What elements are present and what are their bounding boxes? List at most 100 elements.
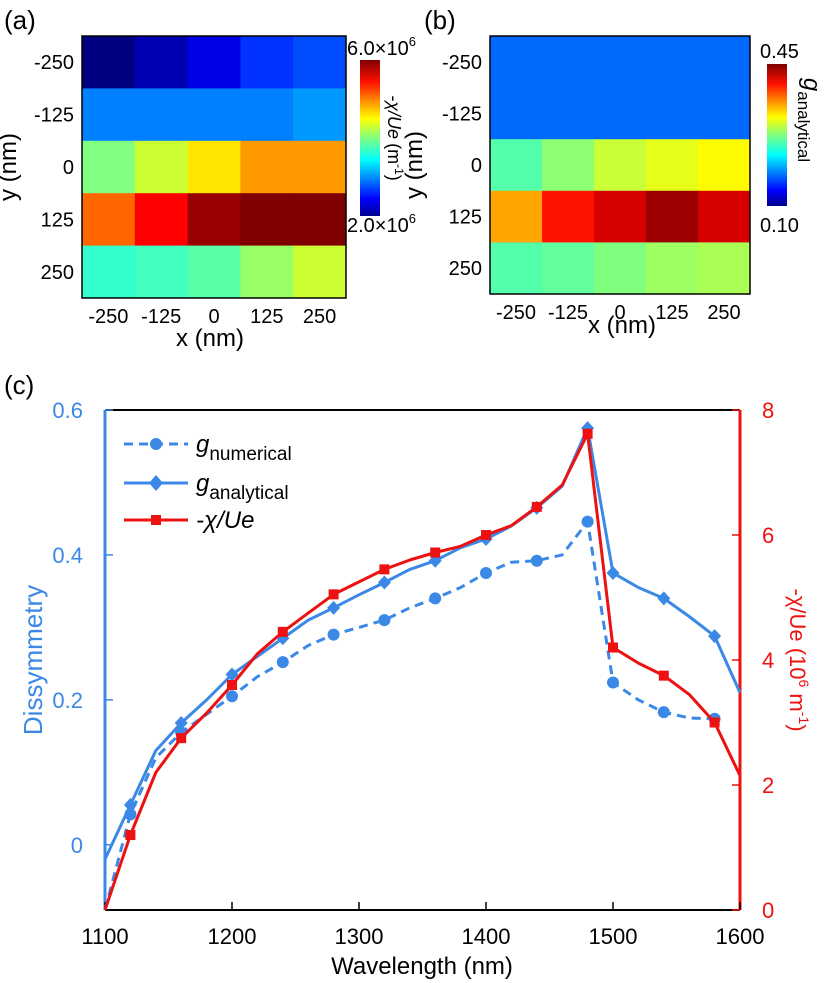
panel-label-c: (c)	[4, 370, 34, 400]
heatmap-b-cell-0-4	[698, 36, 751, 89]
heatmap-a-ytick: 125	[41, 209, 74, 231]
line-chart-c-legend: gnumerical ganalytical -χ/Ue	[124, 431, 292, 534]
heatmap-a-xlabel: x (nm)	[176, 325, 244, 352]
heatmap-b-cell-0-3	[646, 36, 699, 89]
heatmap-b-cell-2-0	[490, 139, 543, 192]
series-point-chi	[227, 680, 237, 690]
series-point-numerical	[327, 628, 340, 641]
series-point-chi	[481, 530, 491, 540]
heatmap-b-frame	[489, 35, 751, 295]
heatmap-b-xlabel: x (nm)	[588, 312, 656, 339]
heatmap-b: -250 -125 0 125 250 -250 -125 0 125 250 y (nm) x…	[401, 35, 825, 339]
series-point-chi	[328, 589, 339, 600]
line-chart-c-y2tick-label: 2	[762, 773, 774, 798]
heatmap-a-cell-2-2	[187, 140, 241, 194]
series-point-analytical	[327, 600, 341, 615]
legend-marker-analytical	[149, 475, 163, 491]
panel-label-b: (b)	[424, 5, 456, 35]
series-point-chi	[176, 733, 187, 744]
line-chart-c-y2tick-label: 8	[762, 398, 774, 423]
heatmap-a-cell-1-2	[187, 88, 241, 142]
heatmap-a-cell-3-1	[134, 193, 189, 247]
panel-label-a: (a)	[4, 5, 36, 35]
legend-marker-numerical	[150, 438, 162, 450]
heatmap-b-cell-4-2	[594, 242, 647, 295]
colorbar-b	[767, 64, 787, 206]
series-point-numerical	[226, 690, 238, 703]
heatmap-a-xtick: 125	[250, 306, 283, 328]
heatmap-a-cell-3-4	[293, 193, 347, 247]
colorbar-a	[360, 60, 380, 216]
heatmap-a-cell-1-0	[82, 88, 136, 142]
heatmap-a-cell-4-3	[240, 245, 294, 299]
line-chart-c-xtick-label: 1100	[81, 924, 128, 949]
series-point-analytical	[174, 716, 188, 731]
heatmap-a-cell-2-4	[293, 140, 347, 194]
heatmap-b-ylabel: y (nm)	[401, 131, 428, 199]
series-line-2	[103, 432, 742, 911]
heatmap-b-cell-3-2	[594, 190, 647, 243]
heatmap-b-ytick: 125	[449, 207, 482, 229]
colorbar-a-min: 2.0×106	[347, 211, 416, 237]
heatmap-b-cell-2-2	[594, 139, 647, 192]
heatmap-a-ytick: -250	[34, 52, 74, 74]
series-point-chi	[658, 670, 669, 681]
line-chart-c-y2tick-label: 6	[762, 523, 774, 548]
series-point-chi	[379, 564, 390, 575]
series-point-chi	[125, 830, 136, 840]
heatmap-b-cell-3-0	[490, 190, 543, 243]
series-point-analytical	[708, 629, 722, 644]
heatmap-b-xtick: -250	[496, 302, 536, 324]
legend-label-chi: -χ/Ue	[196, 507, 254, 534]
series-point-analytical	[606, 566, 620, 581]
heatmap-b-cell-1-1	[542, 87, 595, 140]
heatmap-a-xtick: -250	[88, 306, 128, 328]
series-point-numerical	[276, 656, 289, 669]
heatmap-a-cell-0-0	[82, 36, 136, 89]
line-chart-c-xlabel: Wavelength (nm)	[331, 953, 513, 980]
heatmap-b-xtick: 125	[655, 302, 688, 324]
heatmap-a-ytick: -125	[34, 105, 74, 127]
colorbar-a-label: -χ/Ue(m-1)	[384, 95, 406, 181]
series-point-analytical	[123, 797, 137, 812]
heatmap-b-cell-0-0	[490, 36, 543, 89]
heatmap-b-cell-1-4	[698, 87, 751, 140]
line-chart-c-y2label: -χ/Ue (106 m-1)	[785, 588, 812, 731]
line-chart-c-ylabel: Dissymmetry	[18, 585, 48, 735]
heatmap-a-cell-1-4	[293, 88, 347, 142]
heatmap-b-cell-4-1	[542, 242, 595, 295]
heatmap-a-cell-0-1	[134, 36, 189, 89]
heatmap-a-cell-1-1	[134, 88, 189, 142]
heatmap-b-cell-2-4	[698, 139, 751, 192]
series-point-analytical	[657, 591, 671, 606]
heatmap-b-xtick: 250	[707, 302, 740, 324]
legend-label-analytical: ganalytical	[196, 470, 289, 504]
series-point-numerical	[607, 676, 619, 689]
series-point-numerical	[530, 554, 543, 567]
series-point-chi	[277, 626, 288, 637]
series-point-chi	[608, 642, 618, 653]
line-chart-c-y2tick-label: 4	[762, 648, 774, 673]
series-point-chi	[709, 717, 720, 728]
heatmap-a-xtick: 0	[208, 306, 219, 328]
heatmap-b-ytick: 0	[471, 155, 482, 177]
series-point-chi	[582, 428, 593, 439]
heatmap-b-ytick: -250	[442, 52, 482, 74]
series-point-chi	[531, 501, 542, 512]
series-line-1	[103, 426, 742, 860]
heatmap-a-ytick: 0	[63, 157, 74, 179]
heatmap-a-cell-2-0	[82, 140, 136, 194]
colorbar-a-max: 6.0×106	[347, 34, 416, 60]
heatmap-a-cell-4-0	[82, 245, 136, 299]
legend-label-numerical: gnumerical	[196, 431, 292, 465]
heatmap-b-xtick: 0	[614, 302, 625, 324]
heatmap-a: -250 -125 0 125 250 -250 -125 0 125 250 y (nm) x…	[0, 34, 416, 352]
heatmap-b-cell-0-1	[542, 36, 595, 89]
heatmap-a-cell-4-2	[187, 245, 241, 299]
heatmap-a-cell-3-2	[187, 193, 241, 247]
heatmap-a-ytick: 250	[41, 262, 74, 284]
heatmap-a-xtick: -125	[141, 306, 181, 328]
heatmap-a-cell-4-1	[134, 245, 189, 299]
heatmap-b-cell-3-4	[698, 190, 751, 243]
